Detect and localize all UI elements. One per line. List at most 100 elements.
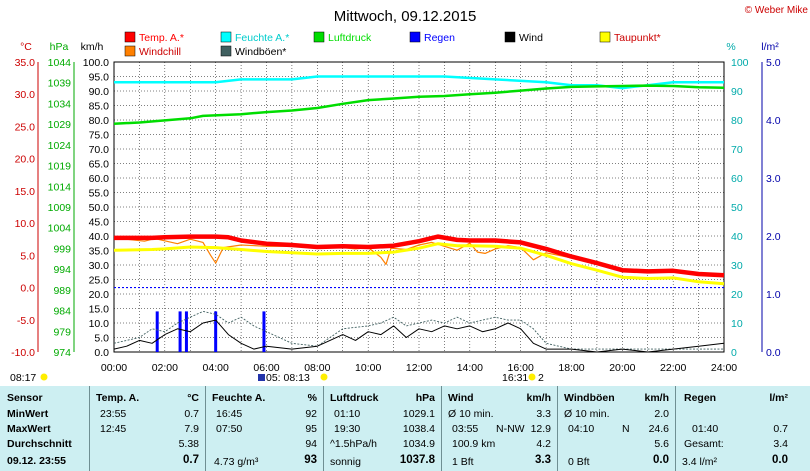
- wind-max-time: 03:55: [452, 423, 479, 435]
- temp-axis-label: °C: [20, 41, 32, 53]
- humidity-tick-label: 30: [731, 260, 743, 272]
- legend-label: Luftdruck: [328, 32, 372, 44]
- series-line-wind: [113, 319, 725, 353]
- chart-legend: Temp. A.* Feuchte A.* Luftdruck Regen Wind Ta…: [124, 31, 661, 58]
- wind-tick-label: 0.0: [94, 347, 109, 359]
- pressure-column: Luftdruck hPa 01:10 1029.1 19:30 1038.4 …: [324, 386, 442, 471]
- wind-beaufort: 1 Bft: [452, 456, 474, 468]
- pressure-trend-value: 1034.9: [402, 438, 435, 450]
- legend-label: Taupunkt*: [614, 32, 661, 44]
- humidity-unit: %: [307, 392, 317, 404]
- humidity-tick-label: 10: [731, 318, 743, 330]
- legend-swatch: [313, 31, 325, 43]
- pressure-state: sonnig: [330, 456, 361, 468]
- rain-tick-label: 1.0: [766, 289, 781, 301]
- series-line-feuchtea: [114, 75, 724, 90]
- rain-tick-label: 0.0: [766, 347, 781, 359]
- pressure-tick-label: 1044: [48, 57, 72, 69]
- wind-tick-label: 25.0: [89, 275, 110, 287]
- humidity-max-value: 95: [305, 423, 317, 435]
- rain-bar: [178, 311, 182, 352]
- series-line-taupunkt: [113, 242, 725, 286]
- legend-label: Regen: [424, 32, 455, 44]
- pressure-tick-label: 984: [53, 306, 71, 318]
- pressure-tick-label: 989: [53, 285, 71, 297]
- pressure-tick-label: 1019: [48, 161, 72, 173]
- wind-column: Wind km/h Ø 10 min. 3.3 03:55 N-NW 12.9 …: [442, 386, 558, 471]
- rain-max-time: 01:40: [692, 423, 719, 435]
- gust-max-value: 24.6: [648, 423, 669, 435]
- humidity-tick-label: 70: [731, 144, 743, 156]
- rain-bar: [184, 311, 188, 352]
- temp-min-time: 23:55: [100, 408, 127, 420]
- temp-tick-label: 25.0: [15, 121, 36, 133]
- wind-tick-label: 30.0: [89, 260, 110, 272]
- pressure-trend: ^1.5hPa/h: [330, 438, 377, 450]
- gust-current-value: 0.0: [653, 454, 669, 466]
- row-label-max: MaxWert: [7, 423, 51, 435]
- weather-chart: °C hPa km/h35.030.025.020.015.010.05.00.0-…: [10, 5, 808, 384]
- gust-column: Windböen km/h Ø 10 min. 2.0 04:10 N 24.6…: [558, 386, 676, 471]
- rain-tick-label: 3.0: [766, 173, 781, 185]
- temp-header: Temp. A.: [96, 392, 140, 404]
- rain-current-label: 3.4 l/m²: [682, 456, 718, 468]
- wind-tick-label: 45.0: [89, 217, 110, 229]
- wind-tick-label: 85.0: [89, 101, 110, 113]
- legend-swatch: [409, 31, 421, 43]
- rain-axis-label: l/m²: [761, 41, 779, 53]
- rain-max-value: 0.7: [773, 423, 788, 435]
- gust-avg-label: Ø 10 min.: [564, 408, 610, 420]
- legend-swatch: [504, 31, 516, 43]
- row-label-avg: Durchschnitt: [7, 438, 72, 450]
- wind-tick-label: 90.0: [89, 86, 110, 98]
- wind-current-value: 3.3: [535, 454, 551, 466]
- pressure-tick-label: 999: [53, 243, 71, 255]
- temp-tick-label: 10.0: [15, 218, 36, 230]
- wind-run-value: 4.2: [536, 438, 551, 450]
- gust-max-direction: N: [622, 423, 630, 435]
- wind-avg-value: 3.3: [536, 408, 551, 420]
- humidity-tick-label: 0: [731, 347, 737, 359]
- rain-tick-label: 4.0: [766, 115, 781, 127]
- pressure-current-value: 1037.8: [399, 454, 435, 466]
- sunset-icon: [528, 373, 536, 381]
- rain-bar: [155, 311, 159, 352]
- sunset-time: 16:31: [502, 372, 528, 384]
- rain-unit: l/m²: [769, 392, 788, 404]
- temp-max-time: 12:45: [100, 423, 127, 435]
- wind-tick-label: 80.0: [89, 115, 110, 127]
- pressure-tick-label: 979: [53, 326, 71, 338]
- temp-tick-label: 30.0: [15, 89, 36, 101]
- legend-swatch: [124, 45, 136, 57]
- wind-tick-label: 95.0: [89, 72, 110, 84]
- humidity-axis-label: %: [726, 41, 735, 53]
- wind-tick-label: 60.0: [89, 173, 110, 185]
- temp-unit: °C: [187, 392, 199, 404]
- legend-label: Feuchte A.*: [235, 32, 289, 44]
- temp-tick-label: 35.0: [15, 57, 36, 69]
- pressure-tick-label: 1034: [48, 98, 72, 110]
- humidity-avg-value: 94: [305, 438, 317, 450]
- legend-swatch: [220, 31, 232, 43]
- legend-label: Temp. A.*: [139, 32, 184, 44]
- pressure-tick-label: 1039: [48, 78, 72, 90]
- humidity-tick-label: 50: [731, 202, 743, 214]
- row-label-column: Sensor MinWert MaxWert Durchschnitt 09.1…: [0, 386, 90, 471]
- wind-tick-label: 50.0: [89, 202, 110, 214]
- pressure-min-value: 1029.1: [402, 408, 435, 420]
- pressure-max-time: 19:30: [334, 423, 361, 435]
- wind-tick-label: 75.0: [89, 130, 110, 142]
- rain-column: Regen l/m² 01:40 0.7 Gesamt: 3.4 3.4 l/m…: [676, 386, 810, 471]
- legend-swatch: [124, 31, 136, 43]
- pressure-tick-label: 994: [53, 264, 71, 276]
- pressure-tick-label: 1029: [48, 119, 72, 131]
- humidity-header: Feuchte A.: [212, 392, 266, 404]
- moon-phase: 2: [538, 372, 544, 384]
- pressure-max-value: 1038.4: [402, 423, 435, 435]
- humidity-current-value: 93: [304, 454, 317, 466]
- x-tick-label: 04:00: [203, 362, 229, 374]
- rain-total-value: 3.4: [773, 438, 788, 450]
- x-tick-label: 00:00: [101, 362, 127, 374]
- chart-axes: °C hPa km/h35.030.025.020.015.010.05.00.0-…: [10, 41, 781, 384]
- humidity-min-time: 16:45: [216, 408, 243, 420]
